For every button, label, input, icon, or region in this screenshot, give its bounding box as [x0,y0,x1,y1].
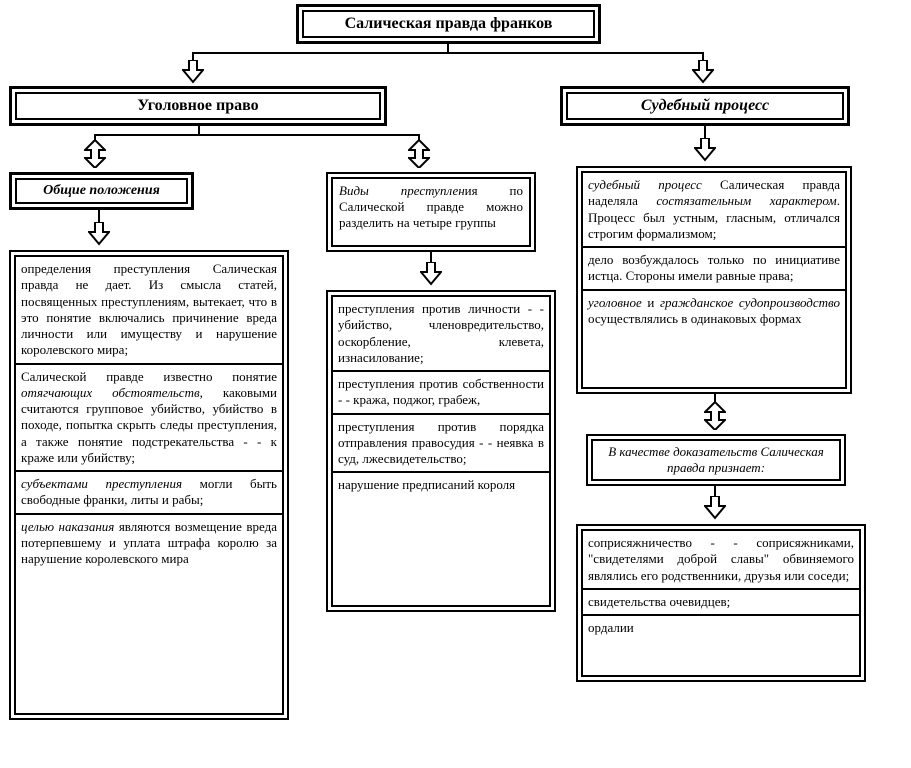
right-block2-item: свидетельства очевидцев; [583,590,859,616]
sub1-item: субъектами преступления могли быть свобо… [16,472,282,515]
sub2-item: нарушение предписаний короля [333,473,549,497]
arrow-down [88,222,108,246]
branch-left-title-text: Уголовное право [15,92,381,120]
arrow-down [692,60,712,84]
right-block1-item: судебный процесс Салическая правда надел… [583,173,845,248]
branch-left-title: Уголовное право [9,86,387,126]
arrow-updown [84,140,104,168]
arrow-updown [704,402,724,430]
right-block2-title: В качестве доказательств Салическая прав… [586,434,846,486]
branch-right-title-text: Судебный процесс [566,92,844,120]
branch-right-title: Судебный процесс [560,86,850,126]
right-block1-item: уголовное и гражданское судопроизводство… [583,291,845,332]
sub2-item: преступления против порядка отправления … [333,415,549,474]
root-title-text: Салическая правда франков [302,10,595,38]
sub2-title-text: Виды преступления по Салической правде м… [339,183,523,231]
right-block1-item: дело возбуждалось только по инициативе и… [583,248,845,291]
connector [198,126,200,134]
sub1-title-text: Общие положения [15,178,188,204]
sub2-item: преступления против личности - - убийств… [333,297,549,372]
arrow-down [704,496,724,520]
sub2-item: преступления против собственности - - кр… [333,372,549,415]
sub1-item: определения преступления Салическая прав… [16,257,282,365]
right-block2-item: ордалии [583,616,859,640]
sub1-item: Салической правде известно понятие отягч… [16,365,282,473]
right-block2-title-text: В качестве доказательств Салическая прав… [599,444,833,476]
right-block2-item: соприсяжничество - - соприсяжниками, "св… [583,531,859,590]
sub2-items: преступления против личности - - убийств… [326,290,556,612]
arrow-down [694,138,714,162]
sub1-title: Общие положения [9,172,194,210]
connector [447,44,449,52]
sub2-title-box: Виды преступления по Салической правде м… [326,172,536,252]
sub1-items: определения преступления Салическая прав… [9,250,289,720]
arrow-down [182,60,202,84]
connector [94,134,420,136]
right-block2-items: соприсяжничество - - соприсяжниками, "св… [576,524,866,682]
arrow-updown [408,140,428,168]
right-block1: судебный процесс Салическая правда надел… [576,166,852,394]
root-title: Салическая правда франков [296,4,601,44]
connector [192,52,704,54]
arrow-down [420,262,440,286]
sub1-item: целью наказания являются возмещение вред… [16,515,282,572]
